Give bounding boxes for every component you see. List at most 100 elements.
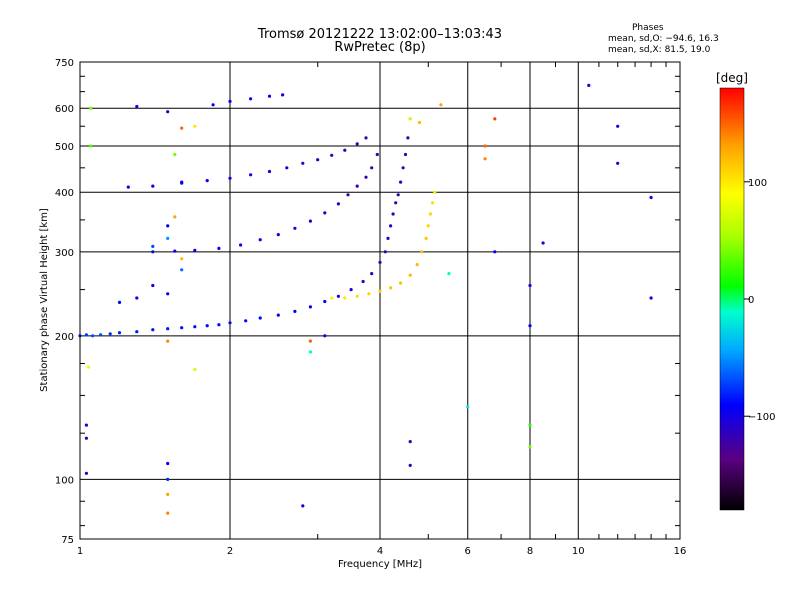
data-point: [276, 313, 280, 317]
data-point: [108, 332, 112, 336]
plot-frame: [79, 61, 681, 540]
data-point: [355, 294, 359, 298]
data-point: [180, 326, 184, 330]
chart-title: Tromsø 20121222 13:02:00–13:03:43: [257, 27, 503, 42]
data-point: [135, 296, 139, 300]
data-point: [616, 124, 620, 128]
data-point: [166, 292, 170, 296]
data-point: [433, 190, 437, 194]
data-point: [249, 173, 253, 177]
data-point: [483, 144, 487, 148]
data-point: [151, 328, 155, 332]
data-point: [528, 445, 532, 449]
data-point: [370, 166, 374, 170]
colorbar-tick-label: 100: [748, 178, 767, 189]
data-point: [391, 212, 395, 216]
data-point: [406, 136, 410, 140]
colorbar: [719, 87, 745, 511]
x-tick-label: 6: [465, 546, 471, 557]
data-point: [493, 250, 497, 254]
stats-line-x: mean, sd,X: 81.5, 19.0: [608, 45, 711, 55]
data-point: [91, 334, 95, 338]
data-point: [281, 93, 285, 97]
data-point: [355, 184, 359, 188]
x-axis-label: Frequency [MHz]: [338, 559, 422, 570]
x-tick-label: 1: [77, 546, 83, 557]
data-point: [330, 153, 334, 157]
data-point: [308, 305, 312, 309]
data-point: [151, 244, 155, 248]
data-point: [466, 405, 470, 409]
colorbar-tick-label: −100: [748, 412, 775, 423]
data-point: [389, 224, 393, 228]
data-point: [301, 161, 305, 165]
data-point: [343, 296, 347, 300]
data-point: [378, 260, 382, 264]
data-point: [370, 272, 374, 276]
data-point: [205, 179, 209, 183]
y-tick-label: 600: [55, 104, 74, 115]
data-point: [439, 103, 443, 107]
data-point: [166, 327, 170, 331]
data-point: [343, 148, 347, 152]
data-point: [308, 339, 312, 343]
data-point: [616, 161, 620, 165]
data-point: [151, 250, 155, 254]
data-point: [587, 83, 591, 87]
data-point: [426, 224, 430, 228]
data-point: [528, 324, 532, 328]
data-point: [361, 279, 365, 284]
data-point: [211, 103, 215, 107]
x-tick-label: 16: [674, 546, 687, 557]
data-point: [330, 296, 334, 300]
data-point: [528, 283, 532, 288]
data-point: [166, 511, 170, 515]
data-point: [151, 283, 155, 288]
data-point: [383, 250, 387, 254]
data-point: [180, 268, 184, 272]
data-point: [293, 309, 297, 313]
data-point: [244, 319, 248, 323]
data-point: [166, 224, 170, 228]
data-point: [126, 185, 130, 189]
data-point: [135, 330, 139, 334]
data-point: [408, 440, 412, 444]
stats-line-o: mean, sd,O: −94.6, 16.3: [608, 34, 719, 44]
data-point: [316, 158, 320, 162]
data-point: [301, 504, 305, 508]
data-point: [151, 184, 155, 188]
y-tick-label: 750: [55, 58, 74, 69]
data-point: [401, 166, 405, 170]
data-point: [228, 176, 232, 180]
data-point: [649, 296, 653, 300]
data-point: [367, 292, 371, 296]
data-point: [285, 166, 289, 170]
data-point: [431, 201, 435, 205]
colorbar-tick-label: 0: [748, 295, 754, 306]
stats-heading: Phases: [632, 23, 664, 33]
data-point: [180, 257, 184, 261]
data-point: [293, 226, 297, 230]
data-point: [228, 321, 232, 325]
chart-subtitle: RwPretec (8p): [334, 40, 426, 55]
data-point: [349, 288, 353, 292]
data-point: [117, 331, 122, 335]
data-point: [408, 463, 412, 467]
data-point: [117, 300, 122, 304]
y-tick-label: 400: [55, 188, 74, 199]
data-point: [258, 238, 262, 242]
data-point: [217, 323, 221, 327]
data-point: [428, 212, 432, 216]
data-point: [267, 94, 272, 98]
data-point: [408, 273, 412, 277]
data-point: [89, 106, 93, 110]
data-point: [323, 334, 327, 338]
y-tick-label: 200: [55, 332, 74, 343]
data-point: [166, 339, 170, 343]
data-point: [239, 243, 243, 247]
x-tick-label: 2: [227, 546, 233, 557]
y-tick-label: 75: [61, 535, 74, 546]
data-point: [173, 152, 177, 157]
data-point: [493, 117, 497, 121]
